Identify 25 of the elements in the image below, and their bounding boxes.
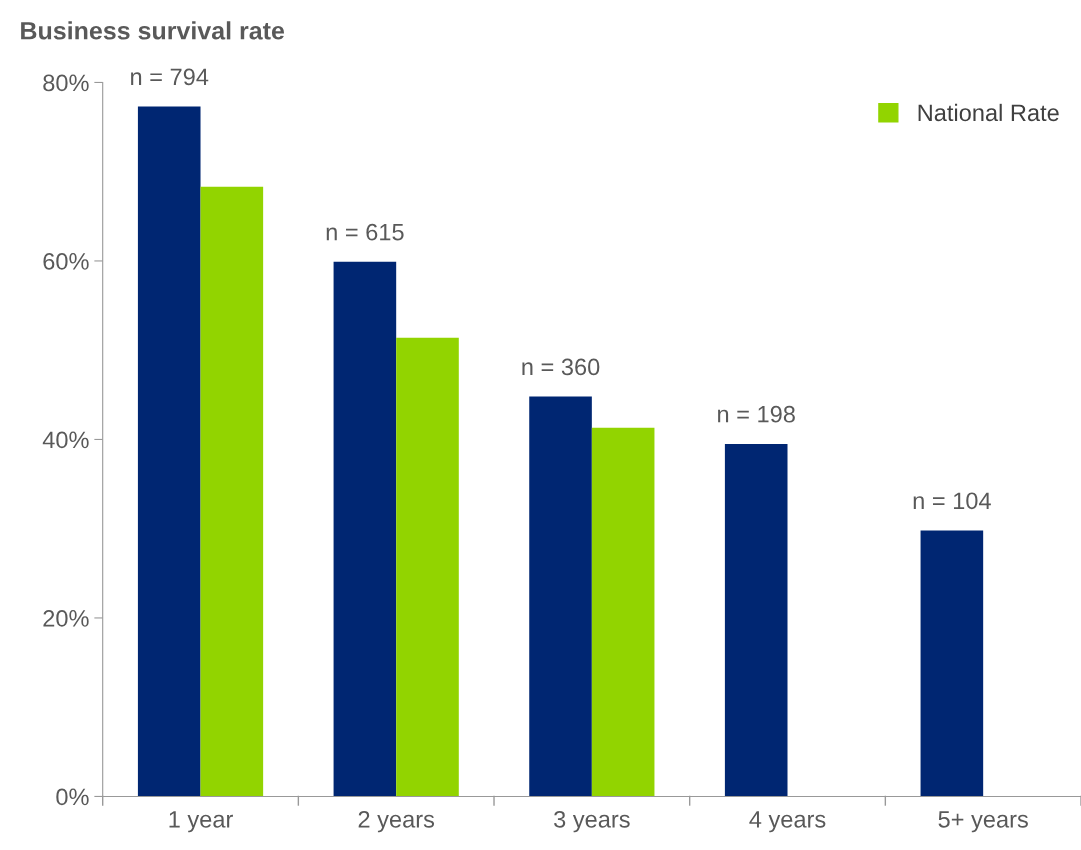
x-tick-label: 3 years <box>554 810 630 833</box>
x-tick-label: 4 years <box>749 811 826 833</box>
x-tick-label: 5+ years <box>938 811 1028 833</box>
bar <box>396 337 459 797</box>
x-tick-label: 1 year <box>169 811 233 833</box>
y-tick-label: 80% <box>43 74 89 92</box>
x-tick-label: 2 years <box>358 810 435 833</box>
y-tick-label: 40% <box>42 431 89 449</box>
bar <box>591 427 655 797</box>
bar <box>920 530 984 797</box>
bar <box>333 261 397 797</box>
y-tick-label: 60% <box>43 253 89 270</box>
y-tick-label: 20% <box>43 610 89 627</box>
bar <box>200 186 264 797</box>
y-tick-label: 0% <box>56 788 89 806</box>
chart-title: Business survival rate <box>21 21 285 40</box>
annotation: n = 794 <box>131 68 209 86</box>
bar <box>724 443 788 797</box>
bar <box>529 396 592 797</box>
annotation: n = 104 <box>913 492 991 510</box>
legend-label: National Rate <box>918 103 1059 122</box>
annotation: n = 615 <box>326 223 404 241</box>
annotation: n = 360 <box>522 358 600 376</box>
bar <box>137 106 201 797</box>
annotation: n = 198 <box>718 405 795 423</box>
